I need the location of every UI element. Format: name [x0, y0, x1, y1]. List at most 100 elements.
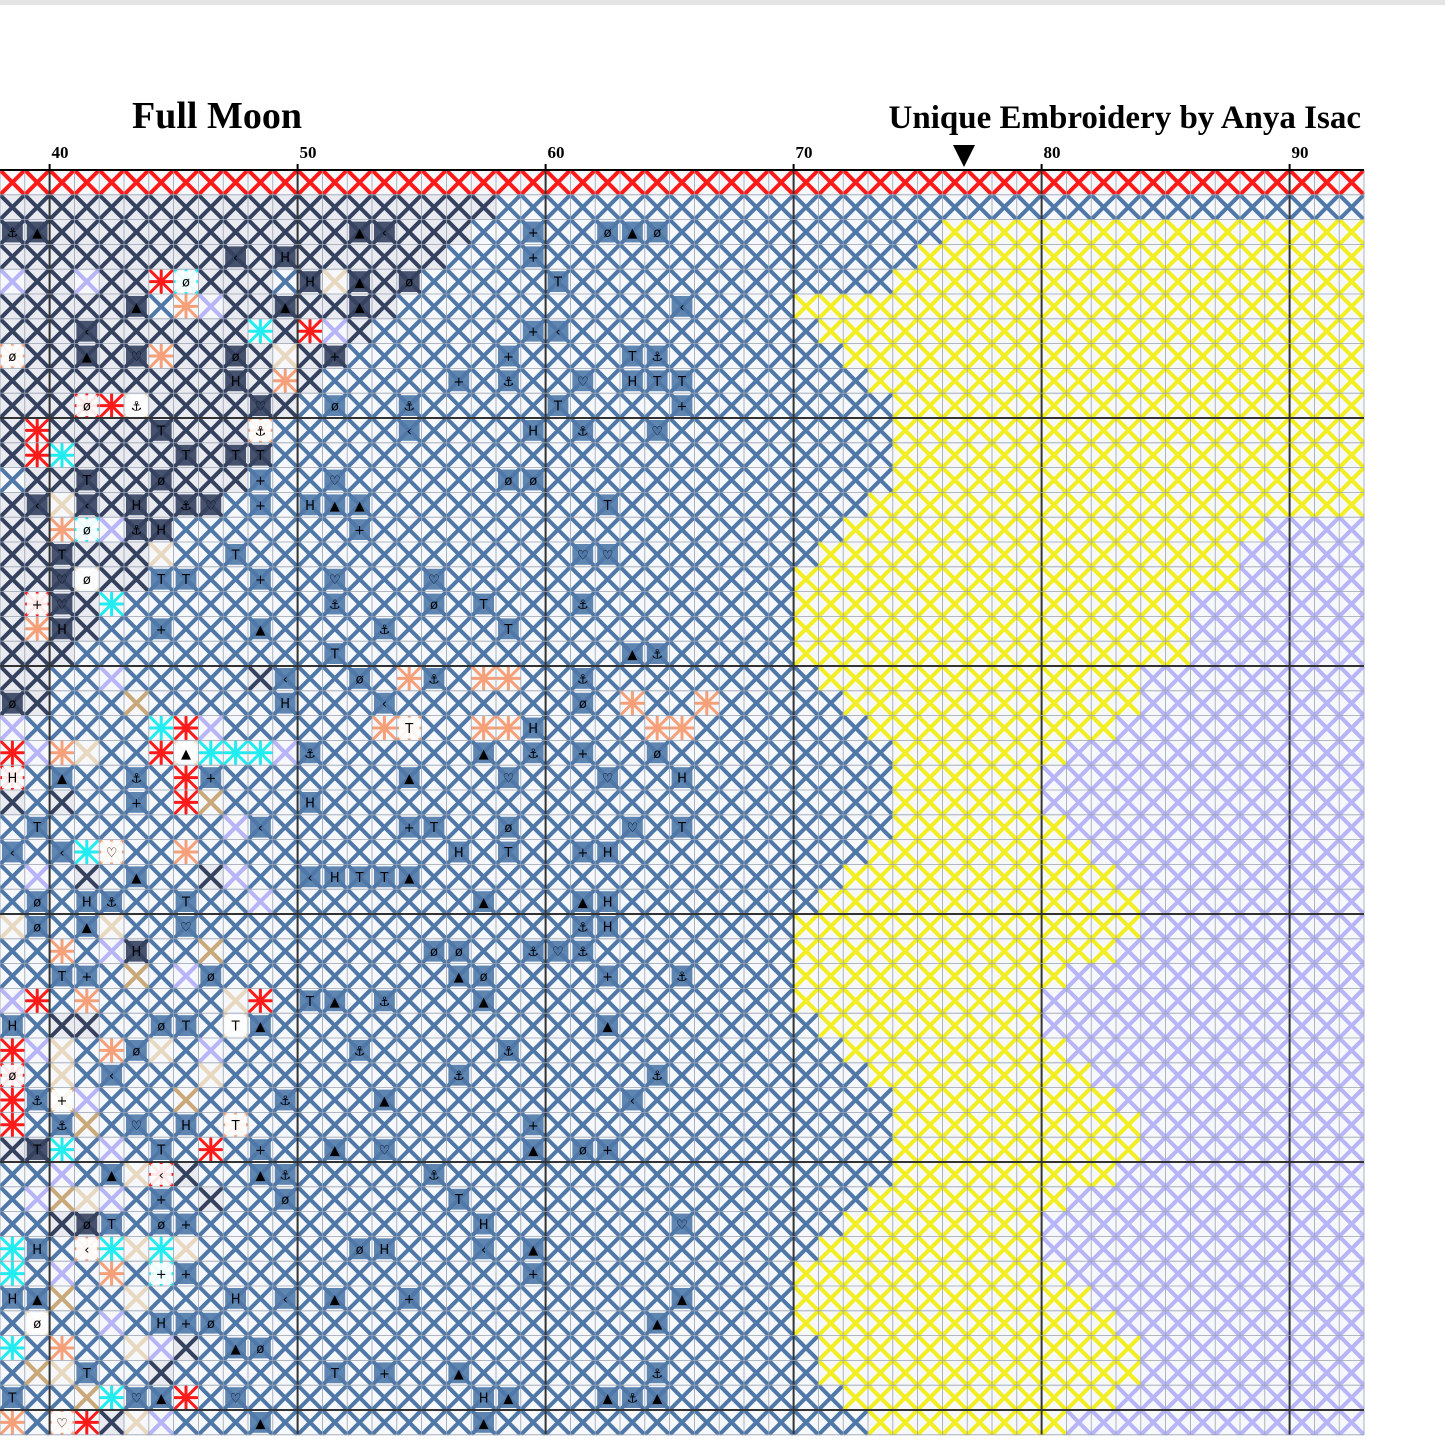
cross-stitch [817, 194, 844, 221]
cross-stitch [793, 243, 819, 270]
cross-stitch [917, 169, 943, 196]
cross-stitch [1165, 318, 1191, 345]
cross-stitch [1041, 243, 1067, 270]
cross-stitch [49, 938, 75, 964]
stitch-symbol: H [628, 375, 638, 390]
stitch-symbol: ▲ [82, 350, 92, 365]
stitch-symbol: T [677, 375, 686, 390]
cross-stitch [98, 243, 125, 270]
cross-stitch [123, 169, 150, 196]
symbol-cell [349, 221, 370, 243]
cross-stitch [743, 219, 770, 245]
cross-stitch [49, 169, 75, 196]
cross-stitch [471, 715, 496, 741]
cross-stitch [569, 243, 596, 270]
stitch-symbol: ▲ [454, 970, 464, 985]
cross-stitch [371, 268, 398, 295]
cross-stitch [768, 194, 795, 221]
cross-stitch [669, 194, 695, 221]
cross-stitch [272, 343, 299, 369]
cross-stitch [74, 988, 100, 1014]
cross-stitch [321, 318, 348, 345]
cross-stitch [1115, 243, 1142, 270]
stitch-symbol: ▲ [479, 896, 489, 911]
stitch-symbol: T [181, 573, 190, 588]
stitch-symbol: ‹ [679, 300, 684, 315]
cross-stitch [197, 318, 224, 345]
cross-stitch [966, 194, 993, 221]
cross-stitch [1338, 318, 1365, 345]
stitch-symbol: T [553, 276, 562, 291]
cross-stitch [1313, 169, 1340, 196]
cross-stitch [73, 219, 100, 245]
cross-stitch [1041, 219, 1067, 245]
cross-stitch [371, 169, 398, 196]
cross-stitch [24, 169, 51, 196]
cross-stitch [842, 169, 869, 196]
stitch-symbol: ⚓ [354, 1044, 366, 1059]
cross-stitch [148, 740, 174, 766]
stitch-symbol: ⚓ [403, 400, 415, 415]
cross-stitch [941, 194, 968, 221]
stitch-symbol: H [603, 846, 613, 861]
stitch-symbol: T [503, 846, 512, 861]
cross-stitch [98, 268, 125, 295]
cross-stitch [941, 219, 968, 245]
cross-stitch [545, 219, 571, 245]
cross-stitch [619, 268, 646, 295]
cross-stitch [74, 839, 100, 865]
cross-stitch [396, 318, 423, 345]
stitch-symbol: ‹ [84, 325, 89, 340]
column-number: 90 [1291, 143, 1309, 162]
stitch-symbol: ø [157, 474, 165, 489]
cross-stitch [669, 169, 695, 196]
stitch-symbol: ⚓ [651, 648, 663, 663]
stitch-symbol: T [305, 995, 314, 1010]
cross-stitch [222, 318, 249, 345]
cross-stitch [471, 666, 496, 691]
cross-stitch [1115, 318, 1142, 345]
cross-stitch [1090, 318, 1117, 345]
stitch-symbol: ▲ [479, 747, 489, 762]
stitch-symbol: ‹ [10, 846, 15, 861]
stitch-symbol: ø [331, 400, 339, 415]
stitch-symbol: ø [83, 524, 91, 539]
stitch-symbol: ♡ [106, 846, 118, 861]
stitch-symbol: ⚓ [279, 1094, 291, 1109]
cross-stitch [1090, 293, 1117, 320]
cross-stitch [892, 243, 919, 270]
stitch-symbol: ⚓ [106, 896, 118, 911]
cross-stitch [594, 169, 621, 196]
cross-stitch [991, 243, 1018, 270]
stitch-symbol: T [32, 821, 41, 836]
cross-stitch [148, 219, 175, 245]
cross-stitch [445, 318, 472, 345]
stitch-symbol: H [132, 945, 142, 960]
stitch-symbol: ♡ [503, 772, 515, 787]
cross-stitch [669, 715, 695, 741]
cross-stitch [173, 790, 199, 815]
cross-stitch [222, 219, 249, 245]
stitch-symbol: ▲ [32, 226, 42, 241]
stitch-symbol: ø [529, 474, 537, 489]
cross-stitch [396, 666, 422, 691]
cross-stitch [421, 318, 447, 345]
symbol-cell [671, 296, 693, 317]
cross-stitch [222, 268, 249, 295]
cross-stitch [1115, 293, 1142, 320]
cross-stitch [917, 243, 943, 270]
symbol-cell [76, 345, 98, 367]
stitch-symbol: + [255, 1144, 266, 1159]
symbol-cell [225, 345, 246, 367]
cross-stitch [495, 318, 522, 345]
stitch-symbol: ⚓ [31, 1094, 43, 1109]
cross-stitch [421, 169, 447, 196]
stitch-symbol: ⚓ [329, 598, 341, 613]
cross-stitch [173, 765, 199, 790]
symbol-cell [225, 246, 246, 268]
cross-stitch [371, 318, 398, 345]
cross-stitch [99, 393, 124, 418]
cross-stitch [1041, 169, 1067, 196]
cross-stitch [248, 318, 273, 344]
cross-stitch [371, 343, 398, 369]
